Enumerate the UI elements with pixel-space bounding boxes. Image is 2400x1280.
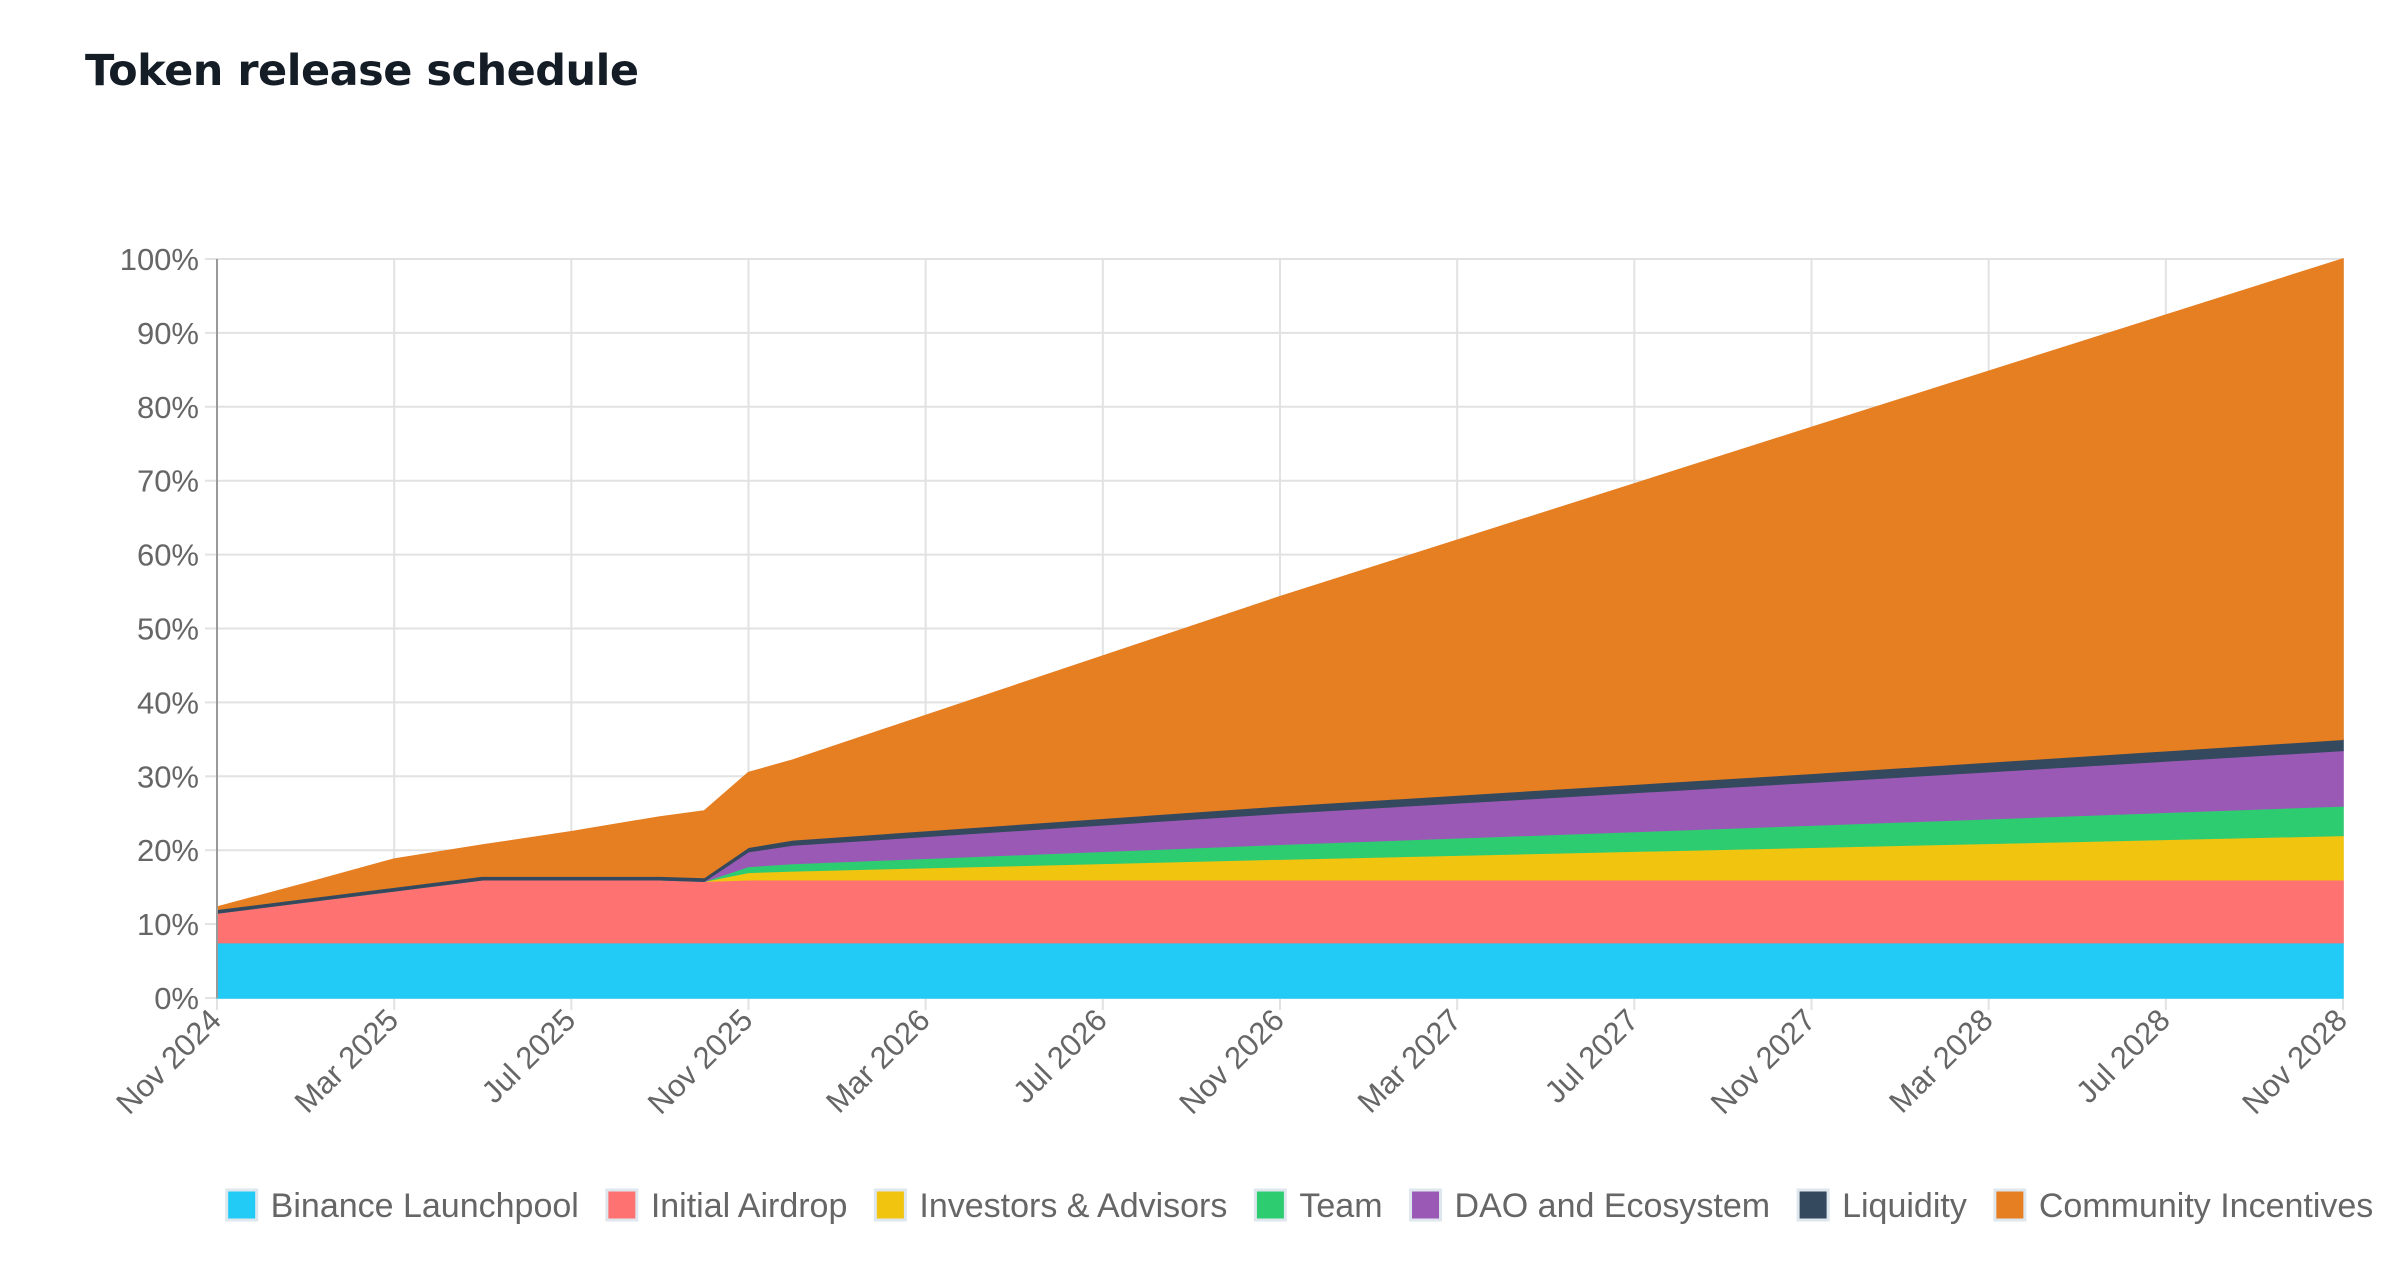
area-community-incentives bbox=[216, 257, 2344, 911]
x-tick-label: Nov 2027 bbox=[1704, 1002, 1823, 1121]
y-tick-label: 90% bbox=[137, 316, 199, 351]
legend-swatch bbox=[1796, 1188, 1830, 1222]
x-tick-label: Mar 2027 bbox=[1351, 1002, 1468, 1119]
x-tick-label: Jul 2025 bbox=[475, 1002, 583, 1110]
legend-label: Initial Airdrop bbox=[651, 1187, 848, 1225]
y-tick-label: 20% bbox=[137, 833, 199, 868]
x-tick-label: Nov 2025 bbox=[641, 1002, 760, 1121]
legend-swatch bbox=[873, 1188, 907, 1222]
y-tick-label: 100% bbox=[120, 242, 199, 277]
legend-label: Binance Launchpool bbox=[271, 1187, 579, 1225]
legend-label: DAO and Ecosystem bbox=[1455, 1187, 1771, 1225]
y-tick-label: 80% bbox=[137, 390, 199, 425]
x-tick-label: Nov 2024 bbox=[109, 1002, 228, 1121]
areas bbox=[216, 257, 2344, 999]
legend: Binance Launchpool Initial Airdrop Investo… bbox=[225, 1187, 2373, 1225]
y-tick-label: 10% bbox=[137, 907, 199, 942]
legend-label: Team bbox=[1299, 1187, 1382, 1225]
y-tick-label: 30% bbox=[137, 759, 199, 794]
y-tick-label: 60% bbox=[137, 538, 199, 573]
x-tick-label: Nov 2026 bbox=[1172, 1002, 1291, 1121]
legend-swatch bbox=[605, 1188, 639, 1222]
x-tick-label: Nov 2028 bbox=[2235, 1002, 2354, 1121]
legend-item: Liquidity bbox=[1796, 1187, 1967, 1225]
x-tick-label: Jul 2026 bbox=[1006, 1002, 1114, 1110]
y-tick-label: 0% bbox=[154, 981, 199, 1016]
legend-label: Community Incentives bbox=[2039, 1187, 2373, 1225]
x-tick-label: Mar 2025 bbox=[288, 1002, 405, 1119]
legend-label: Liquidity bbox=[1842, 1187, 1967, 1225]
legend-swatch bbox=[1409, 1188, 1443, 1222]
area-binance-launchpool bbox=[216, 941, 2344, 999]
x-tick-label: Jul 2027 bbox=[1538, 1002, 1646, 1110]
legend-swatch bbox=[1993, 1188, 2027, 1222]
legend-item: Team bbox=[1253, 1187, 1383, 1225]
x-tick-label: Mar 2028 bbox=[1882, 1002, 1999, 1119]
legend-item: DAO and Ecosystem bbox=[1409, 1187, 1771, 1225]
legend-swatch bbox=[1253, 1188, 1287, 1222]
legend-item: Community Incentives bbox=[1993, 1187, 2373, 1225]
legend-label: Investors & Advisors bbox=[919, 1187, 1227, 1225]
chart-title: Token release schedule bbox=[85, 46, 639, 96]
y-tick-label: 50% bbox=[137, 612, 199, 647]
area-initial-airdrop bbox=[216, 879, 2344, 944]
legend-swatch bbox=[225, 1188, 259, 1222]
legend-item: Initial Airdrop bbox=[605, 1187, 848, 1225]
x-tick-label: Jul 2028 bbox=[2069, 1002, 2177, 1110]
x-tick-label: Mar 2026 bbox=[819, 1002, 936, 1119]
y-tick-label: 40% bbox=[137, 685, 199, 720]
y-tick-label: 70% bbox=[137, 464, 199, 499]
legend-item: Investors & Advisors bbox=[873, 1187, 1227, 1225]
legend-item: Binance Launchpool bbox=[225, 1187, 579, 1225]
